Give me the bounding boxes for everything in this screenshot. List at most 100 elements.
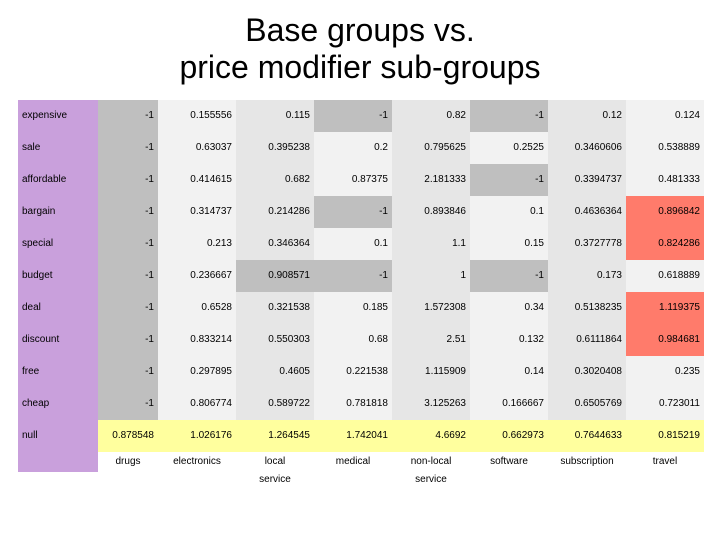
table-cell: 0.63037 (158, 132, 236, 164)
title-line1: Base groups vs. (245, 12, 474, 48)
table-cell: 0.395238 (236, 132, 314, 164)
table-cell: 0.4605 (236, 356, 314, 388)
table-cell: 0.824286 (626, 228, 704, 260)
table-cell: 0.12 (548, 100, 626, 132)
table-cell: 0.878548 (98, 420, 158, 452)
table-cell: 0.87375 (314, 164, 392, 196)
data-table: expensive-10.1555560.115-10.82-10.120.12… (18, 100, 702, 452)
table-cell: 0.346364 (236, 228, 314, 260)
column-subheader: service (392, 472, 470, 485)
table-cell: 0.618889 (626, 260, 704, 292)
table-cell: 0.155556 (158, 100, 236, 132)
table-cell: 2.51 (392, 324, 470, 356)
column-headers: drugselectronicslocalmedicalnon-localsof… (18, 452, 702, 472)
column-subheader (548, 472, 626, 485)
column-subheader (470, 472, 548, 485)
table-cell: 0.3460606 (548, 132, 626, 164)
table-cell: 0.896842 (626, 196, 704, 228)
table-cell: 0.723011 (626, 388, 704, 420)
column-header: medical (314, 452, 392, 472)
table-cell: -1 (98, 292, 158, 324)
row-label: cheap (18, 388, 98, 420)
row-label: budget (18, 260, 98, 292)
table-cell: -1 (98, 356, 158, 388)
column-header: drugs (98, 452, 158, 472)
table-cell: 0.185 (314, 292, 392, 324)
table-cell: 0.2 (314, 132, 392, 164)
table-cell: -1 (314, 196, 392, 228)
table-cell: 0.82 (392, 100, 470, 132)
table-cell: -1 (98, 228, 158, 260)
title-line2: price modifier sub-groups (179, 49, 540, 85)
table-cell: 0.589722 (236, 388, 314, 420)
table-cell: -1 (470, 260, 548, 292)
table-cell: 3.125263 (392, 388, 470, 420)
row-label: expensive (18, 100, 98, 132)
table-cell: 1.115909 (392, 356, 470, 388)
row-label: bargain (18, 196, 98, 228)
table-cell: 1.119375 (626, 292, 704, 324)
column-subheaders: service service (18, 472, 702, 485)
table-cell: 0.236667 (158, 260, 236, 292)
table-cell: 4.6692 (392, 420, 470, 452)
table-cell: 0.1 (470, 196, 548, 228)
table-cell: 1.572308 (392, 292, 470, 324)
table-cell: 0.314737 (158, 196, 236, 228)
table-cell: 0.7644633 (548, 420, 626, 452)
table-cell: 1.1 (392, 228, 470, 260)
table-cell: -1 (314, 260, 392, 292)
column-header: local (236, 452, 314, 472)
table-cell: 0.68 (314, 324, 392, 356)
table-cell: 0.815219 (626, 420, 704, 452)
table-cell: 0.6528 (158, 292, 236, 324)
table-cell: 0.2525 (470, 132, 548, 164)
table-cell: 0.5138235 (548, 292, 626, 324)
table-cell: -1 (98, 132, 158, 164)
column-subheader (158, 472, 236, 485)
table-cell: 1.264545 (236, 420, 314, 452)
table-cell: 0.213 (158, 228, 236, 260)
table-cell: -1 (98, 164, 158, 196)
table-cell: 0.833214 (158, 324, 236, 356)
table-cell: 0.124 (626, 100, 704, 132)
table-cell: 0.893846 (392, 196, 470, 228)
table-cell: -1 (470, 164, 548, 196)
table-cell: 0.173 (548, 260, 626, 292)
table-cell: 0.682 (236, 164, 314, 196)
table-cell: -1 (98, 324, 158, 356)
table-cell: 0.662973 (470, 420, 548, 452)
row-label: special (18, 228, 98, 260)
table-cell: 0.481333 (626, 164, 704, 196)
table-cell: 0.6111864 (548, 324, 626, 356)
column-header: travel (626, 452, 704, 472)
table-cell: 0.3020408 (548, 356, 626, 388)
column-subheader: service (236, 472, 314, 485)
table-cell: -1 (470, 100, 548, 132)
row-label: null (18, 420, 98, 452)
table-cell: 0.550303 (236, 324, 314, 356)
table-cell: -1 (98, 388, 158, 420)
table-cell: 0.297895 (158, 356, 236, 388)
table-cell: 0.1 (314, 228, 392, 260)
table-cell: 0.166667 (470, 388, 548, 420)
table-cell: 0.34 (470, 292, 548, 324)
row-label: free (18, 356, 98, 388)
table-cell: 0.806774 (158, 388, 236, 420)
table-cell: 0.15 (470, 228, 548, 260)
table-cell: 0.538889 (626, 132, 704, 164)
column-header: non-local (392, 452, 470, 472)
table-cell: 0.908571 (236, 260, 314, 292)
table-cell: 0.3727778 (548, 228, 626, 260)
table-cell: 0.984681 (626, 324, 704, 356)
table-cell: 0.6505769 (548, 388, 626, 420)
column-header: software (470, 452, 548, 472)
table-cell: -1 (314, 100, 392, 132)
column-subheader (98, 472, 158, 485)
row-label: deal (18, 292, 98, 324)
column-header: electronics (158, 452, 236, 472)
table-cell: 0.221538 (314, 356, 392, 388)
table-cell: 0.14 (470, 356, 548, 388)
table-cell: 0.781818 (314, 388, 392, 420)
table-cell: 0.115 (236, 100, 314, 132)
row-label: affordable (18, 164, 98, 196)
